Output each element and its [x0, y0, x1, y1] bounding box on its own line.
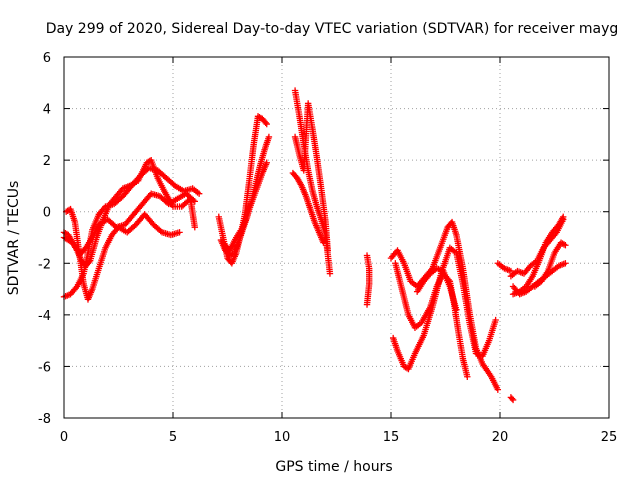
data-point-marker [560, 241, 568, 248]
data-point-marker [195, 190, 203, 197]
data-point-marker [263, 120, 270, 128]
x-tick-label: 5 [169, 430, 177, 445]
data-point-marker [176, 229, 183, 236]
x-tick-label: 25 [601, 430, 618, 445]
data-point-marker [85, 258, 93, 266]
series-track-11 [363, 252, 373, 308]
y-tick-label: -8 [38, 412, 51, 427]
y-tick-label: -6 [38, 360, 51, 375]
series-track-10 [289, 169, 329, 246]
plot-frame [63, 56, 610, 419]
data-point-marker [363, 301, 371, 308]
grid-lines [64, 57, 609, 418]
y-tick-label: 2 [43, 154, 51, 169]
y-tick-label: -4 [38, 309, 51, 324]
data-point-marker [562, 260, 569, 267]
data-point-marker [453, 306, 460, 313]
data-point-marker [265, 133, 273, 141]
data-points [60, 87, 569, 404]
data-point-marker [326, 270, 334, 277]
y-axis-label: SDTVAR / TECUs [6, 181, 22, 296]
x-tick-label: 0 [60, 430, 68, 445]
data-point-marker [508, 395, 516, 402]
series-track-13 [387, 218, 502, 393]
data-point-marker [560, 213, 567, 221]
series-track-20 [509, 260, 569, 298]
series-track-4 [60, 156, 198, 270]
series-track-9 [291, 100, 331, 254]
y-tick-label: 0 [43, 206, 51, 221]
series-track-16 [494, 260, 515, 275]
series-track-17 [507, 394, 517, 404]
series-track-14 [392, 260, 471, 380]
chart-title: Day 299 of 2020, Sidereal Day-to-day VTE… [46, 21, 619, 37]
x-tick-label: 20 [492, 430, 509, 445]
data-point-marker [191, 223, 198, 231]
data-point-marker [494, 386, 502, 393]
x-axis-label: GPS time / hours [275, 459, 392, 475]
series-track-19 [509, 213, 567, 298]
x-tick-label: 10 [274, 430, 291, 445]
data-point-marker [464, 373, 471, 380]
series-track-7 [222, 159, 270, 254]
series-track-21 [531, 239, 569, 290]
series-track-15 [413, 265, 460, 313]
data-point-marker [492, 316, 499, 324]
data-point-marker [322, 234, 329, 241]
series-track-3 [62, 205, 183, 303]
x-tick-label: 15 [383, 430, 400, 445]
y-tick-label: 6 [43, 51, 51, 66]
data-point-marker [262, 119, 269, 126]
data-point-marker [509, 396, 517, 404]
data-point-marker [263, 159, 270, 166]
data-point-marker [324, 247, 331, 254]
y-tick-label: -2 [38, 257, 51, 272]
data-point-marker [562, 242, 569, 249]
y-tick-label: 4 [43, 103, 51, 118]
